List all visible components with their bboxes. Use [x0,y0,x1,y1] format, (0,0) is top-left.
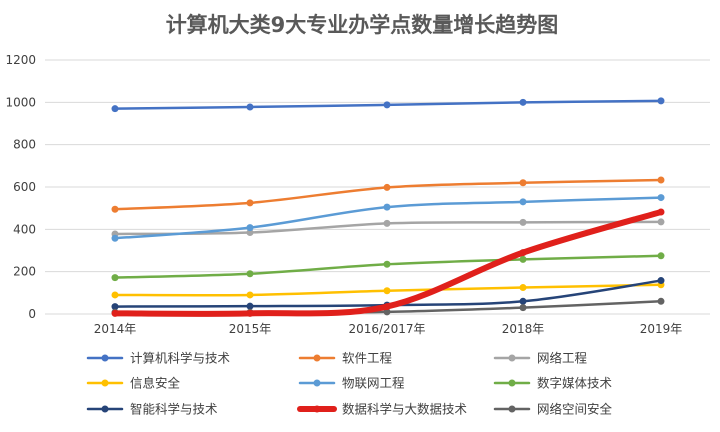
data-point [383,287,391,295]
data-point [383,183,391,191]
x-tick-label: 2015年 [229,322,272,336]
legend-marker [508,405,516,413]
y-tick-label: 800 [13,138,36,152]
series-lines [111,97,665,317]
data-point [111,309,119,317]
data-point [657,277,665,285]
legend-item: 数据科学与大数据技术 [297,402,468,417]
legend-label: 网络工程 [537,351,588,366]
data-point [657,97,665,105]
data-point [657,252,665,260]
chart-title: 计算机大类9大专业办学点数量增长趋势图 [166,13,559,37]
data-point [246,291,254,299]
legend-marker [313,379,321,387]
data-point [519,297,527,305]
x-axis: 2014年 2015年 2016/2017年 2018年 2019年 [94,322,683,336]
data-point [246,270,254,278]
legend-item: 网络空间安全 [493,402,613,417]
data-point [111,303,119,311]
legend-label: 计算机科学与技术 [130,351,231,366]
data-point [246,229,254,237]
series-3 [111,281,665,299]
gridlines [45,59,710,315]
series-4 [111,194,665,242]
data-point [519,218,527,226]
data-point [519,198,527,206]
data-point [383,101,391,109]
legend-marker [101,379,109,387]
data-point [111,105,119,113]
data-point [519,304,527,312]
data-point [519,255,527,263]
legend-label: 网络空间安全 [537,402,613,417]
legend-item: 数字媒体技术 [493,376,613,391]
data-point [246,309,254,317]
x-tick-label: 2019年 [640,322,683,336]
data-point [383,260,391,268]
data-point [519,249,527,257]
data-point [246,302,254,310]
data-point [519,284,527,292]
data-point [383,308,391,316]
data-point [519,179,527,187]
legend-item: 软件工程 [298,351,393,366]
x-tick-label: 2014年 [94,322,137,336]
legend-marker [101,354,109,362]
legend-marker [101,405,109,413]
series-7 [111,208,665,317]
legend-label: 信息安全 [130,376,181,391]
series-0 [111,97,665,113]
series-5 [111,252,665,282]
data-point [383,303,391,311]
data-point [519,98,527,106]
series-1 [111,176,665,213]
data-point [246,199,254,207]
legend-item: 物联网工程 [298,376,405,391]
y-tick-label: 400 [13,222,36,236]
legend-item: 智能科学与技术 [86,402,218,417]
legend-label: 物联网工程 [342,376,405,391]
data-point [383,203,391,211]
legend-item: 网络工程 [493,351,588,366]
legend-marker [313,354,321,362]
legend-marker [313,405,321,413]
data-point [657,218,665,226]
y-tick-label: 1200 [5,53,36,67]
data-point [657,176,665,184]
data-point [246,224,254,232]
data-point [383,219,391,227]
legend-label: 数据科学与大数据技术 [342,402,468,417]
series-2 [111,218,665,238]
legend-marker [508,379,516,387]
y-tick-label: 200 [13,265,36,279]
data-point [657,194,665,202]
data-point [246,103,254,111]
x-tick-label: 2016/2017年 [348,322,425,336]
data-point [111,274,119,282]
data-point [111,291,119,299]
legend-label: 软件工程 [342,351,393,366]
y-tick-label: 1000 [5,95,36,109]
data-point [111,234,119,242]
legend-marker [508,354,516,362]
legend-item: 信息安全 [86,376,181,391]
y-tick-label: 0 [28,307,36,321]
data-point [657,297,665,305]
legend-label: 数字媒体技术 [537,376,613,391]
data-point [111,205,119,213]
legend-item: 计算机科学与技术 [86,351,231,366]
data-point [657,208,665,216]
y-tick-label: 600 [13,180,36,194]
y-axis: 0 200 400 600 800 1000 1200 [5,53,36,321]
x-tick-label: 2018年 [502,322,545,336]
legend-label: 智能科学与技术 [130,402,218,417]
